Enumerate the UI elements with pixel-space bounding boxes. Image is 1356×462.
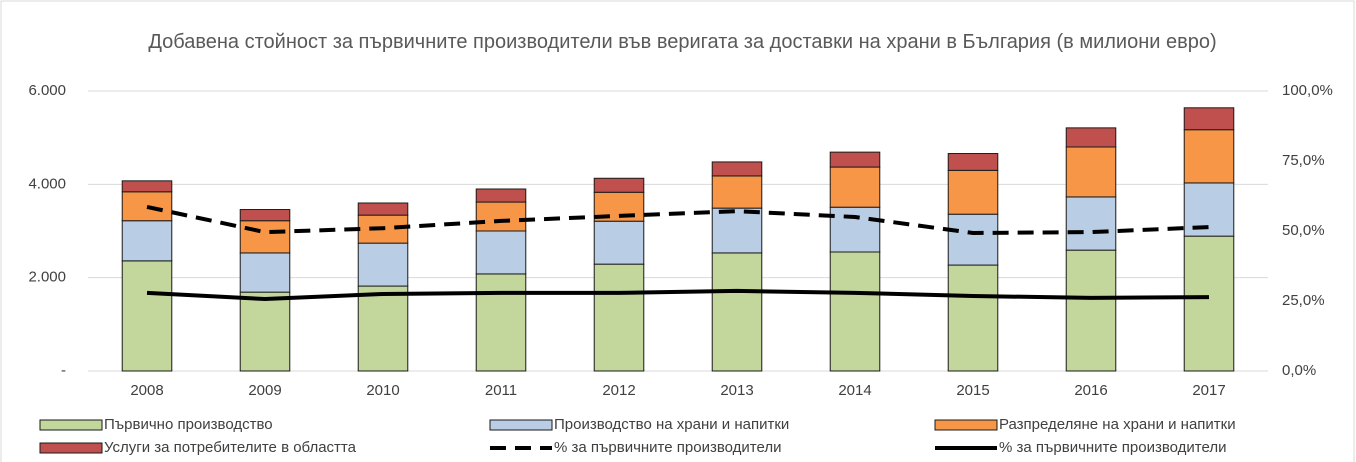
bar-segment [1065,146,1117,198]
bar-segment [357,202,409,216]
bar-segment [711,252,763,372]
bar-segment [121,180,173,193]
bar-segment [239,291,291,372]
chart-title: Добавена стойност за първичните производ… [148,31,1217,53]
bar-segment [947,213,999,266]
x-tick-label: 2009 [248,382,281,399]
bar-segment [711,161,763,177]
bar-segment [829,166,881,208]
line [146,288,1210,302]
legend-label: % за първичните производители [999,439,1226,456]
bar-segment [947,169,999,215]
x-tick-label: 2011 [485,382,517,399]
bar-segment [1065,196,1117,251]
legend-label: % за първичните производители [554,439,781,456]
y-tick-label: - [61,362,66,379]
bar-segment [475,273,527,372]
x-tick-label: 2008 [130,382,163,399]
bar-segment [1183,107,1235,131]
x-tick-label: 2015 [956,382,989,399]
y2-tick-label: 75,0% [1282,152,1325,169]
bar-segment [829,206,881,253]
legend-label: Производство на храни и напитки [554,416,789,433]
bar-segment [593,263,645,372]
legend-swatch [39,419,103,431]
bar-segment [239,220,291,254]
legend-label: Разпределяне на храни и напитки [999,416,1236,433]
y-tick-label: 2.000 [28,269,66,286]
line [146,204,1210,235]
x-tick-label: 2013 [720,382,753,399]
legend-swatch [489,419,553,431]
y-tick-label: 6.000 [28,82,66,99]
bar-segment [239,252,291,293]
x-tick-label: 2016 [1074,382,1107,399]
bar-segment [711,175,763,209]
bar-segment [1183,235,1235,372]
y2-tick-label: 0,0% [1282,362,1316,379]
legend-label: Първично производство [104,416,273,433]
bar-segment [711,207,763,254]
legend-swatch [934,419,998,431]
bar-segment [357,285,409,372]
bar-segment [239,209,291,222]
bar-segment [947,153,999,171]
x-tick-label: 2014 [838,382,871,399]
x-tick-label: 2012 [602,382,635,399]
legend-swatch [39,442,103,454]
bar-segment [1183,182,1235,237]
y2-tick-label: 100,0% [1282,82,1333,99]
y2-tick-label: 50,0% [1282,222,1325,239]
bar-segment [593,220,645,265]
bar-segment [947,264,999,372]
bar-segment [829,151,881,168]
bar-segment [121,191,173,222]
x-tick-label: 2010 [366,382,399,399]
bar-segment [593,177,645,193]
bar-segment [475,201,527,232]
bar-segment [1183,129,1235,184]
y-tick-label: 4.000 [28,175,66,192]
bar-segment [1065,127,1117,148]
bar-segment [121,220,173,262]
y2-tick-label: 25,0% [1282,292,1325,309]
bar-segment [121,260,173,372]
x-tick-label: 2017 [1192,382,1225,399]
bar-segment [475,230,527,275]
bar-segment [1065,249,1117,372]
bar-segment [475,188,527,203]
legend-label: Услуги за потребителите в областта [104,439,357,456]
bar-segment [829,251,881,372]
bar-segment [357,242,409,287]
